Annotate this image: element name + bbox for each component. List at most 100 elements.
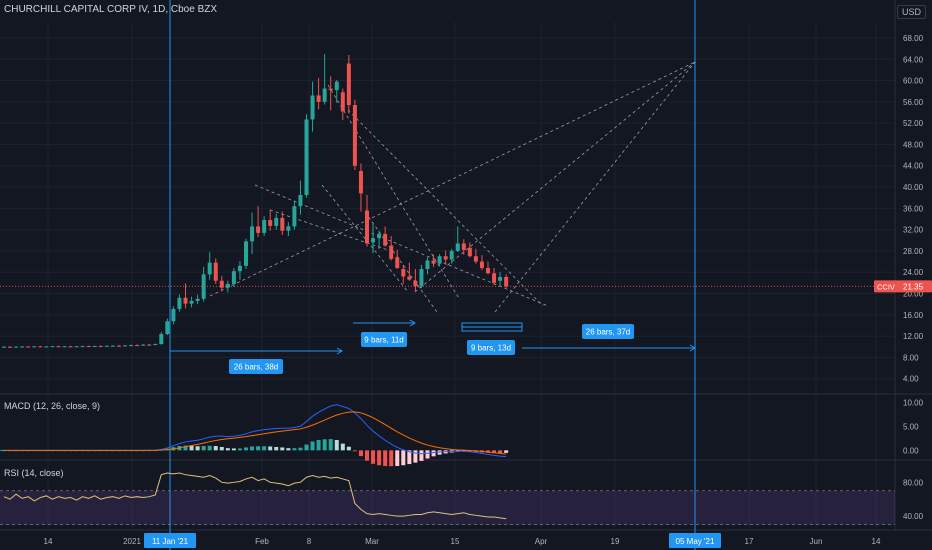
measure-label: 9 bars, 13d xyxy=(471,344,511,353)
macd-histogram-bar xyxy=(189,445,194,451)
macd-axis-tick: 10.00 xyxy=(903,398,924,407)
rsi-title: RSI (14, close) xyxy=(4,468,64,478)
price-axis-tick: 48.00 xyxy=(903,140,924,149)
candle-body xyxy=(371,238,376,243)
candle-body xyxy=(250,226,255,242)
candle-body xyxy=(225,283,230,288)
macd-histogram-bar xyxy=(328,439,333,451)
rsi-axis-tick: 80.00 xyxy=(903,478,924,487)
macd-histogram-bar xyxy=(377,450,382,466)
rsi-line xyxy=(3,472,507,520)
price-axis-tick: 20.00 xyxy=(903,290,924,299)
macd-histogram-bar xyxy=(340,443,345,451)
macd-histogram-bar xyxy=(231,448,236,451)
macd-histogram-bar xyxy=(383,450,388,466)
candle-body xyxy=(280,217,285,231)
candle-body xyxy=(26,346,31,348)
candle-body xyxy=(346,63,351,106)
time-axis-tick: 8 xyxy=(307,537,312,546)
currency-selector[interactable]: USD xyxy=(896,5,926,19)
macd-histogram-bar xyxy=(183,445,188,451)
rsi-axis-tick: 40.00 xyxy=(903,512,924,521)
candle-body xyxy=(449,250,454,260)
candle-body xyxy=(358,171,363,194)
macd-histogram-bar xyxy=(346,446,351,451)
rsi-band xyxy=(0,490,895,525)
price-badge-value: 21.35 xyxy=(903,282,924,291)
candle-body xyxy=(201,274,206,299)
candle-body xyxy=(443,256,448,260)
time-axis-tick: 19 xyxy=(611,537,620,546)
macd-histogram-bar xyxy=(322,439,327,451)
macd-histogram-bar xyxy=(195,446,200,451)
macd-histogram-bar xyxy=(371,450,376,464)
trend-line xyxy=(364,211,438,313)
candle-body xyxy=(365,210,369,244)
price-axis-tick: 8.00 xyxy=(903,353,919,362)
candle-body xyxy=(310,95,315,120)
candle-body xyxy=(74,346,79,348)
time-axis-tick: Apr xyxy=(535,537,548,546)
candle-body xyxy=(407,276,412,280)
macd-histogram-bar xyxy=(274,446,279,451)
candle-body xyxy=(425,260,430,270)
candle-body xyxy=(2,346,6,348)
candle-body xyxy=(340,92,345,112)
time-axis-tick: 2021 xyxy=(123,537,141,546)
macd-signal-line xyxy=(4,411,507,455)
macd-histogram-bar xyxy=(304,444,309,451)
macd-histogram-bar xyxy=(425,450,430,459)
measure-label-bg xyxy=(582,324,634,339)
candle-body xyxy=(322,88,327,102)
candle-body xyxy=(171,308,176,322)
candle-body xyxy=(14,346,19,348)
measure-label: 9 bars, 11d xyxy=(364,336,403,345)
price-axis-tick: 24.00 xyxy=(903,268,924,277)
macd-title: MACD (12, 26, close, 9) xyxy=(4,401,101,411)
candle-body xyxy=(104,345,109,347)
candle-body xyxy=(231,271,236,284)
candle-body xyxy=(292,206,297,227)
macd-histogram-bar xyxy=(407,450,412,465)
candle-body xyxy=(207,262,212,275)
candle-body xyxy=(219,280,224,288)
candle-body xyxy=(498,277,503,281)
candle-body xyxy=(334,81,339,91)
candle-body xyxy=(123,345,127,347)
macd-histogram-bar xyxy=(298,447,303,451)
price-axis-tick: 52.00 xyxy=(903,119,924,128)
candle-body xyxy=(389,245,394,259)
candle-body xyxy=(486,267,490,274)
macd-histogram-bar xyxy=(250,446,255,451)
measure-label-bg xyxy=(467,340,515,355)
time-axis-tick: Mar xyxy=(365,537,379,546)
candle-body xyxy=(237,265,242,272)
price-badge-bg xyxy=(874,280,932,293)
candle-body xyxy=(383,233,388,246)
macd-histogram-bar xyxy=(431,450,436,457)
candle-body xyxy=(20,346,25,348)
candle-body xyxy=(92,346,97,348)
macd-histogram-bar xyxy=(334,440,339,451)
macd-histogram-bar xyxy=(358,450,363,457)
macd-histogram-bar xyxy=(316,440,321,451)
candle-body xyxy=(8,346,13,348)
candle-body xyxy=(316,95,321,102)
price-axis-tick: 64.00 xyxy=(903,55,924,64)
candle-body xyxy=(304,119,309,196)
macd-histogram-bar xyxy=(237,448,242,451)
macd-histogram-bar xyxy=(219,446,224,451)
candle-body xyxy=(431,260,436,264)
macd-histogram-bar xyxy=(262,446,267,451)
macd-histogram-bar xyxy=(498,450,503,454)
candle-body xyxy=(80,346,85,348)
price-axis-tick: 40.00 xyxy=(903,183,924,192)
time-axis-tick: 11 Jan '21 xyxy=(152,537,189,546)
candle-body xyxy=(328,88,333,91)
time-axis-tick: 15 xyxy=(451,537,460,546)
candle-body xyxy=(44,346,49,348)
candle-body xyxy=(377,233,382,239)
candle-body xyxy=(256,226,261,233)
macd-histogram-bar xyxy=(225,448,230,451)
